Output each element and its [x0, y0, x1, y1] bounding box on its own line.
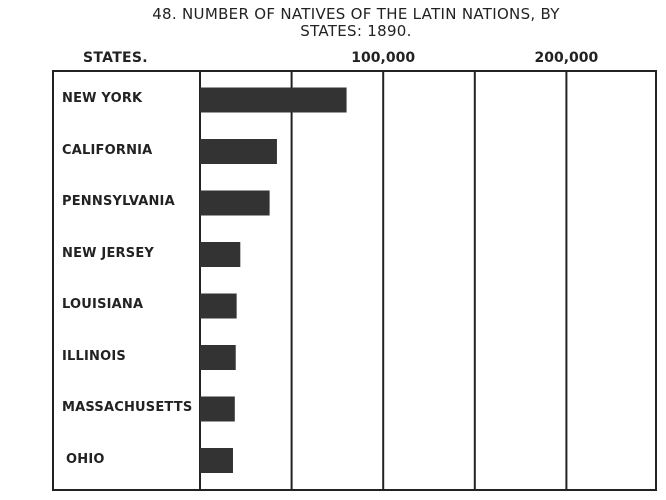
- bar: [200, 139, 277, 164]
- category-label: PENNSYLVANIA: [62, 194, 175, 209]
- x-tick-label: 200,000: [534, 50, 599, 66]
- bar: [200, 293, 237, 319]
- bar: [200, 448, 233, 473]
- chart-title-line-1: 48. NUMBER OF NATIVES OF THE LATIN NATIO…: [152, 5, 560, 23]
- category-label: LOUISIANA: [62, 297, 144, 312]
- bar: [200, 242, 241, 267]
- bar: [200, 345, 236, 370]
- category-label: ILLINOIS: [62, 348, 126, 364]
- x-tick-label: 100,000: [351, 50, 416, 66]
- bar: [200, 190, 270, 216]
- category-label: MASSACHUSETTS: [62, 400, 193, 415]
- category-axis-header: STATES.: [83, 50, 148, 66]
- bar: [200, 87, 347, 113]
- bar: [200, 396, 235, 422]
- category-label: NEW YORK: [62, 91, 143, 106]
- category-label: OHIO: [66, 451, 105, 467]
- category-label: NEW JERSEY: [62, 245, 155, 261]
- chart-title-line-2: STATES: 1890.: [300, 22, 412, 40]
- chart-frame: [52, 70, 657, 491]
- category-label: CALIFORNIA: [62, 142, 153, 158]
